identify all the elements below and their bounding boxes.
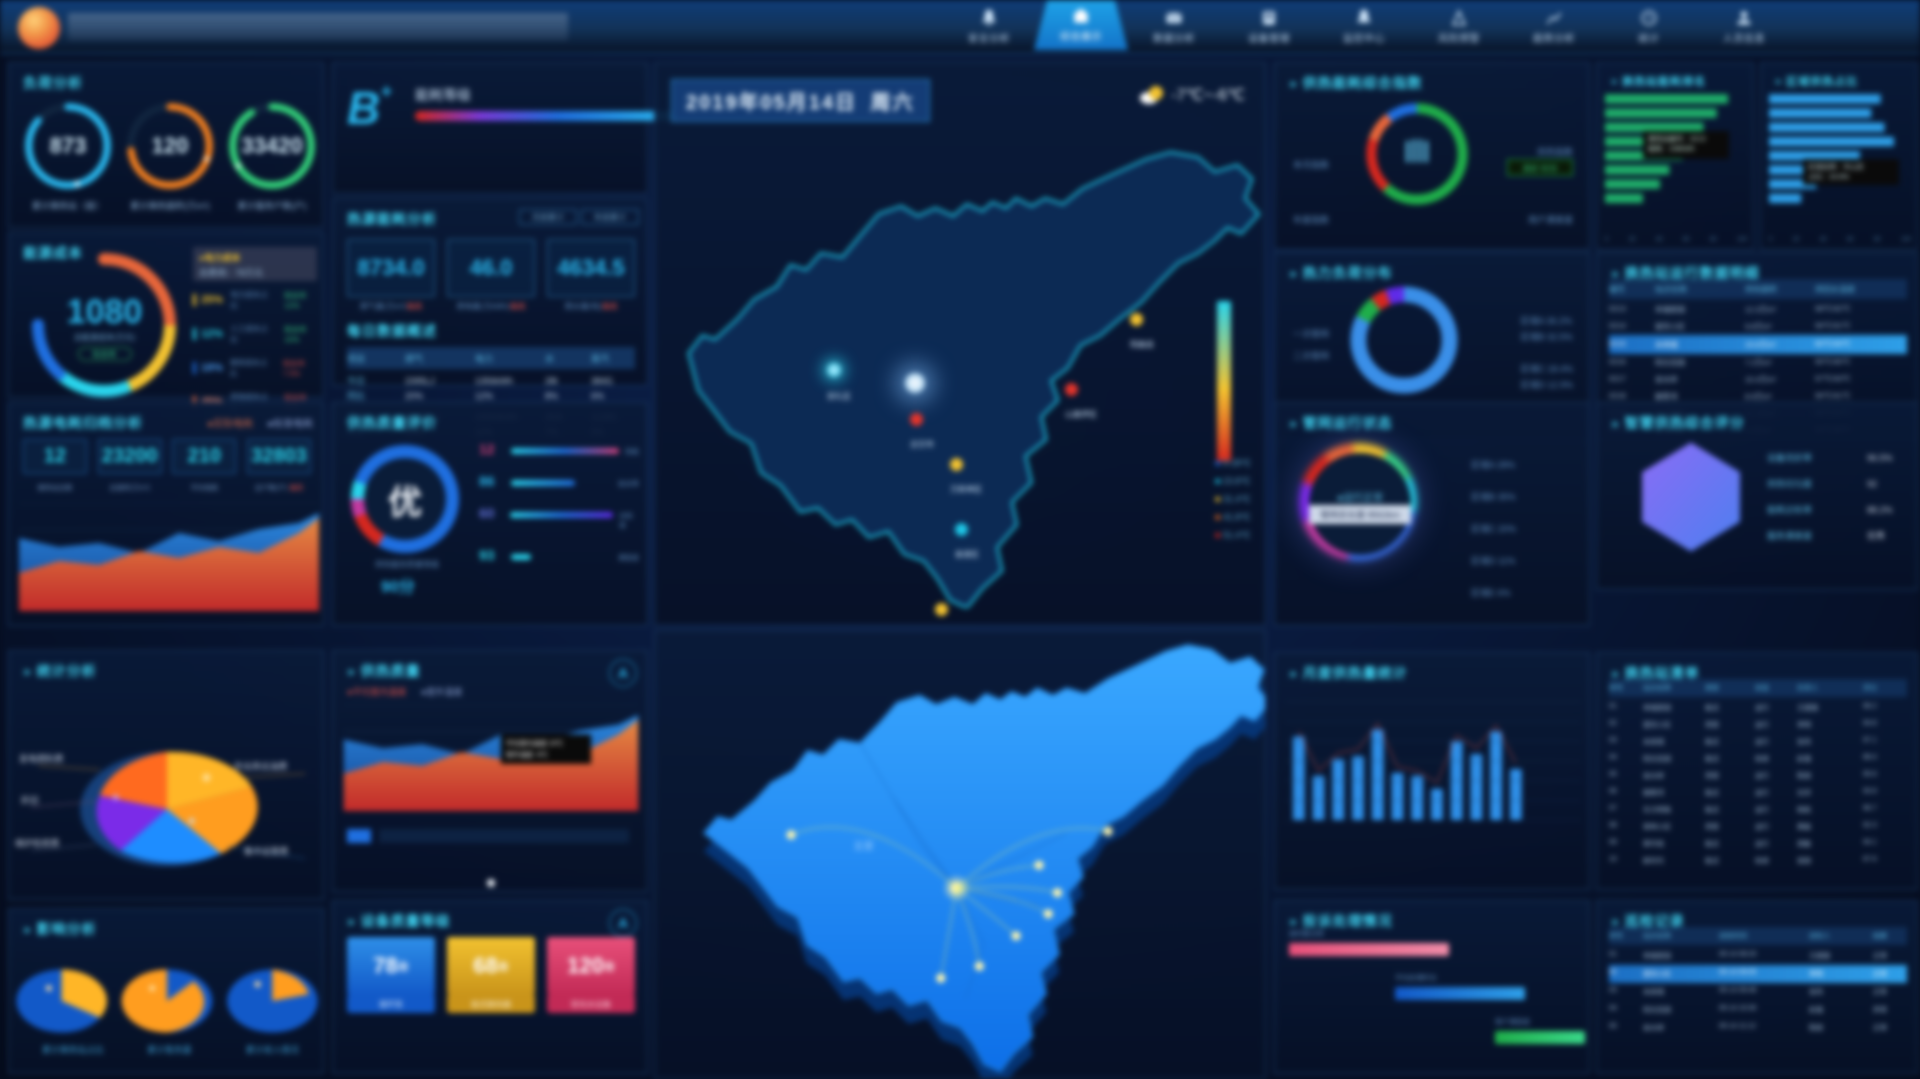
svg-text:平均室内温度 24℃: 平均室内温度 24℃: [506, 738, 564, 747]
svg-text:发电燃料费: 发电燃料费: [19, 753, 63, 764]
svg-text:维护检修费: 维护检修费: [15, 838, 59, 849]
svg-text:室外温度 -6℃: 室外温度 -6℃: [506, 750, 548, 759]
svg-text:外出务出油费: 外出务出油费: [234, 761, 287, 772]
svg-text:累计收入情况: 累计收入情况: [246, 1044, 299, 1055]
svg-text:累计售热量: 累计售热量: [147, 1044, 191, 1055]
svg-text:五堂: 五堂: [854, 841, 874, 853]
svg-text:折旧: 折旧: [21, 794, 39, 805]
svg-text:累计换热站占比: 累计换热站占比: [42, 1044, 104, 1055]
svg-text:集中运营费: 集中运营费: [244, 846, 288, 857]
